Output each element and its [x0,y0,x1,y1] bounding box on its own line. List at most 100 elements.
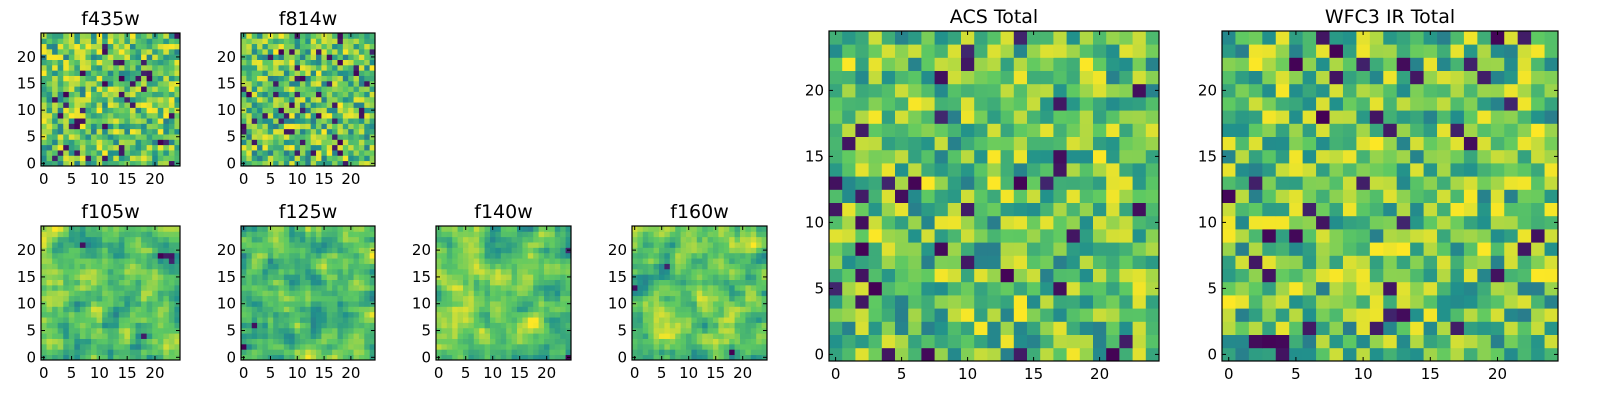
heatmap-cell [273,123,279,130]
heatmap-cell [113,284,120,291]
heatmap-cell [118,242,125,248]
heatmap-cell [141,144,148,151]
heatmap-cell [135,301,142,307]
heatmap-cell [473,274,480,280]
heatmap-cell [241,43,247,50]
heatmap-cell [1450,163,1465,177]
heatmap-cell [348,102,354,108]
heatmap-cell [113,75,120,82]
heatmap-cell [157,70,164,76]
x-tick-label: 20 [1090,365,1109,383]
heatmap-cell [527,226,534,232]
heatmap-cell [79,252,86,259]
heatmap-cell [1544,268,1559,283]
heatmap-cell [446,263,453,270]
heatmap-cell [332,317,338,323]
heatmap-cell [348,327,354,334]
heatmap-cell [273,252,279,259]
heatmap-cell [1119,321,1133,335]
heatmap-cell [565,295,572,302]
heatmap-cell [168,258,175,264]
heatmap-cell [1490,163,1505,177]
heatmap-cell [549,295,556,302]
heatmap-cell [168,96,175,103]
heatmap-cell [348,107,354,114]
heatmap-cell [1119,268,1133,283]
heatmap-cell [1079,321,1094,335]
heatmap-cell [1531,242,1545,256]
heatmap-cell [310,295,317,302]
heatmap-cell [91,284,97,291]
heatmap-cell [358,118,365,124]
heatmap-cell [118,236,125,243]
heatmap-cell [241,295,247,302]
heatmap-cell [41,290,47,297]
heatmap-cell [96,317,103,323]
heatmap-cell [1132,334,1147,349]
heatmap-cell [1027,97,1041,111]
heatmap-cell [96,43,103,50]
heatmap-cell [974,176,988,190]
heatmap-cell [500,263,507,270]
heatmap-cell [342,311,349,318]
heatmap-cell [1490,202,1505,217]
heatmap-cell [174,295,181,302]
heatmap-cell [1275,347,1290,362]
heatmap-cell [1275,163,1290,177]
heatmap-cell [756,354,762,361]
heatmap-cell [369,48,376,55]
heatmap-cell [113,306,120,313]
heatmap-cell [734,295,741,302]
heatmap-cell [702,301,708,307]
heatmap-cell [369,102,376,108]
heatmap-cell [364,38,371,45]
heatmap-cell [102,80,109,87]
heatmap-cell [251,48,258,55]
heatmap-cell [473,242,480,248]
heatmap-cell [463,231,469,238]
heatmap-cell [63,64,70,71]
heatmap-cell [129,327,136,334]
heatmap-cell [696,311,703,318]
heatmap-cell [174,128,181,135]
heatmap-cell [484,338,491,345]
heatmap-cell [696,349,703,356]
heatmap-cell [74,102,81,108]
heatmap-cell [337,54,344,60]
heatmap-cell [495,263,502,270]
heatmap-cell [337,48,344,55]
heatmap-cell [332,279,338,286]
heatmap-cell [484,279,491,286]
heatmap-cell [1132,70,1147,85]
heatmap-cell [468,290,475,297]
heatmap-cell [52,123,59,130]
x-tick-label: 10 [288,364,307,382]
heatmap-cell [141,123,148,130]
heatmap-cell [696,354,703,361]
heatmap-cell [163,258,170,264]
heatmap-cell [637,301,644,307]
heatmap-cell [257,279,263,286]
heatmap-cell [262,134,269,140]
heatmap-cell [664,284,671,291]
x-tick-label: 15 [510,364,529,382]
heatmap-cell [246,144,253,151]
heatmap-cell [544,311,550,318]
heatmap-cell [1423,229,1438,243]
heatmap-cell [1531,176,1545,190]
heatmap-cell [659,268,665,275]
heatmap-cell [118,70,125,76]
heatmap-cell [1106,149,1120,164]
heatmap-cell [113,311,120,318]
heatmap-cell [52,343,59,350]
heatmap-cell [855,308,869,322]
heatmap-cell [332,155,338,162]
heatmap-cell [1066,83,1081,98]
heatmap-cell [353,75,360,82]
heatmap-cell [91,112,97,119]
heatmap-cell [174,333,181,339]
heatmap-cell [490,231,496,238]
heatmap-cell [544,247,550,254]
heatmap-cell [299,134,306,140]
